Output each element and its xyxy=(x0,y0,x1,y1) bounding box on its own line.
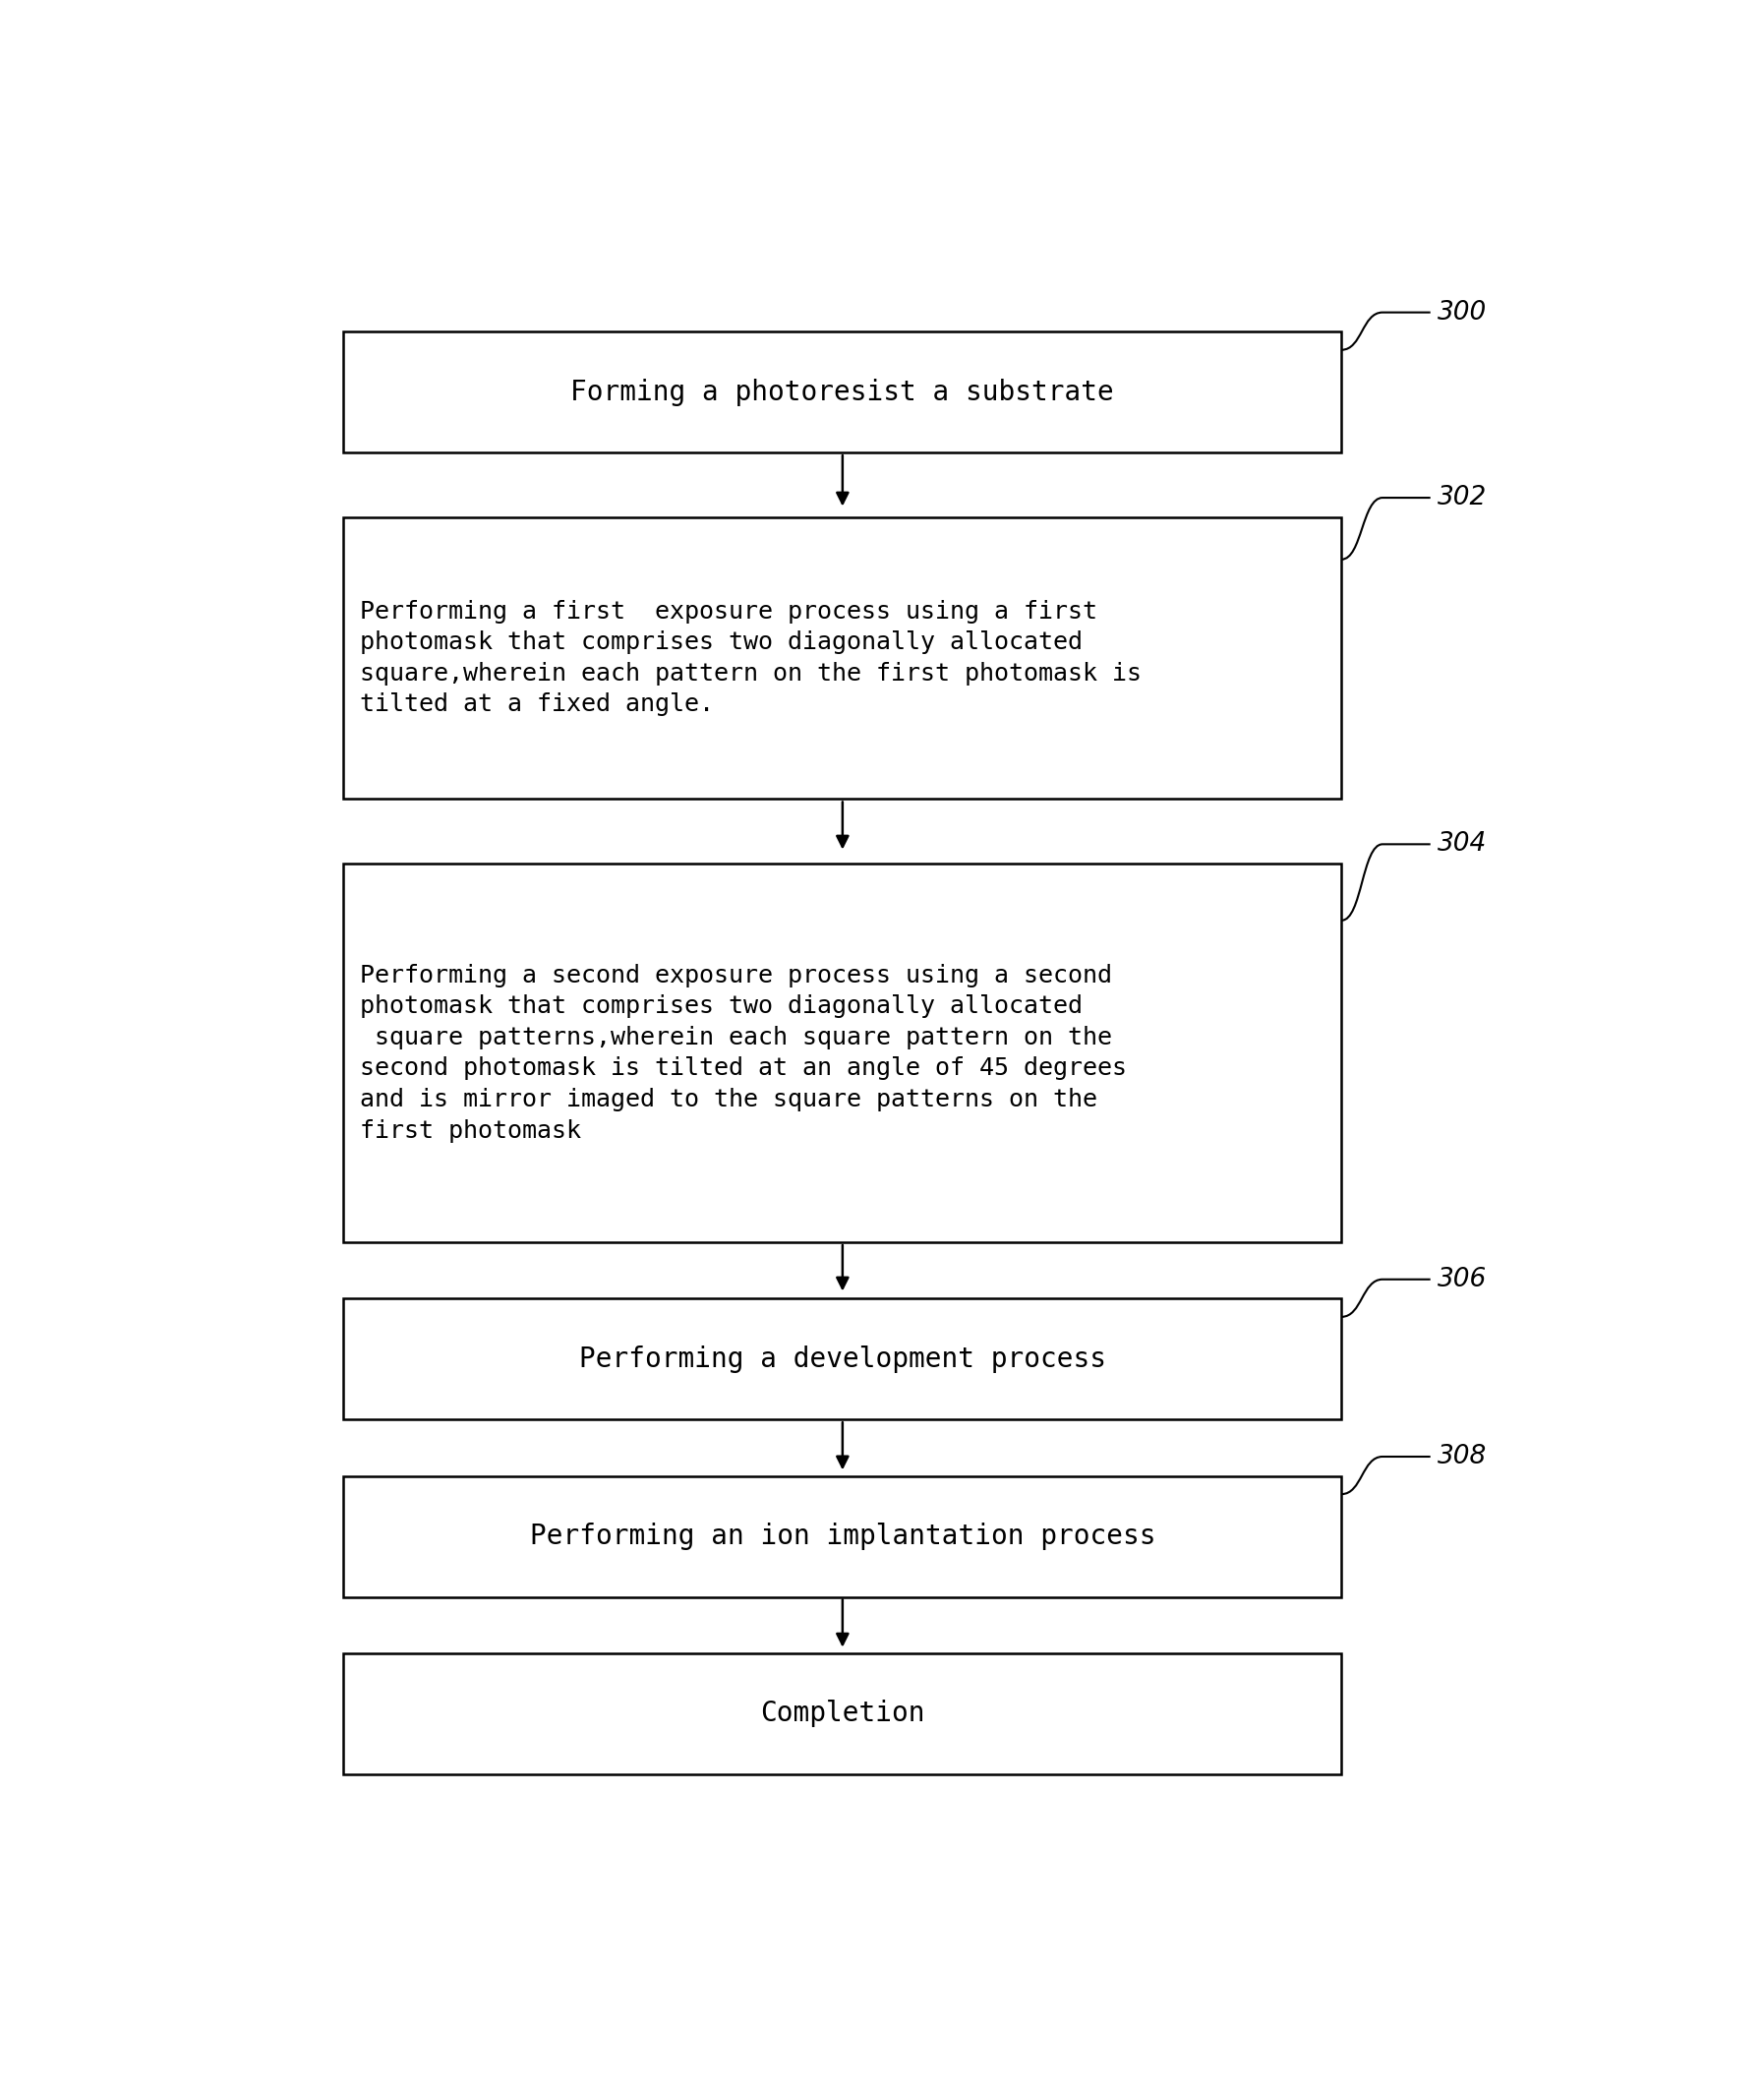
Bar xyxy=(344,1653,1341,1775)
Text: Performing an ion implantation process: Performing an ion implantation process xyxy=(529,1522,1155,1551)
Text: Performing a second exposure process using a second
photomask that comprises two: Performing a second exposure process usi… xyxy=(360,963,1127,1143)
Bar xyxy=(344,517,1341,800)
Bar xyxy=(344,1476,1341,1597)
Text: Performing a first  exposure process using a first
photomask that comprises two : Performing a first exposure process usin… xyxy=(360,601,1141,716)
Bar xyxy=(344,864,1341,1243)
Text: Completion: Completion xyxy=(760,1700,924,1727)
Text: 302: 302 xyxy=(1438,486,1487,511)
Text: 300: 300 xyxy=(1438,299,1487,324)
Text: 306: 306 xyxy=(1438,1266,1487,1291)
Text: Performing a development process: Performing a development process xyxy=(579,1346,1106,1373)
Text: 304: 304 xyxy=(1438,831,1487,856)
Text: Forming a photoresist a substrate: Forming a photoresist a substrate xyxy=(572,379,1115,406)
Bar xyxy=(344,333,1341,452)
Bar xyxy=(344,1298,1341,1419)
Text: 308: 308 xyxy=(1438,1444,1487,1469)
